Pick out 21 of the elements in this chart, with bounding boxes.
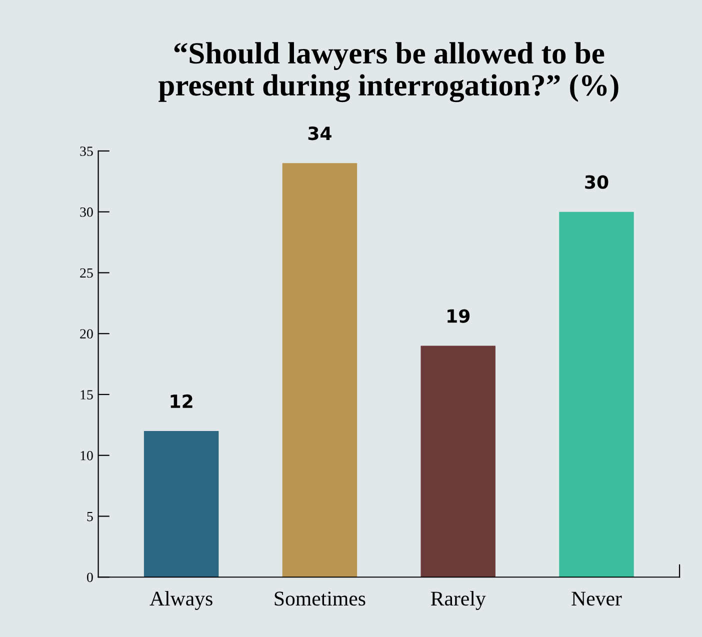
data-label: 30: [585, 175, 608, 189]
data-label: 12: [170, 394, 192, 408]
bar: [420, 346, 496, 578]
y-tick-label: 25: [80, 268, 93, 278]
bar: [282, 163, 358, 578]
x-tick-label: Always: [150, 591, 212, 610]
x-tick-label: Sometimes: [274, 592, 366, 606]
data-label: 34: [308, 126, 332, 140]
x-tick-label: Never: [572, 592, 622, 606]
data-label: 19: [448, 309, 470, 323]
y-tick-label: 5: [87, 512, 93, 522]
bar: [144, 431, 219, 578]
y-tick-label: 10: [80, 450, 93, 460]
y-tick-label: 20: [80, 329, 93, 339]
y-tick-label: 35: [80, 146, 93, 156]
chart-title: “Should lawyers be allowed to be present during interrogation?” (%): [158, 42, 618, 102]
bar: [559, 212, 634, 578]
y-tick-label: 30: [80, 207, 93, 217]
y-tick-label: 0: [87, 572, 93, 582]
x-tick-label: Rarely: [430, 591, 486, 610]
y-tick-label: 15: [80, 390, 93, 400]
